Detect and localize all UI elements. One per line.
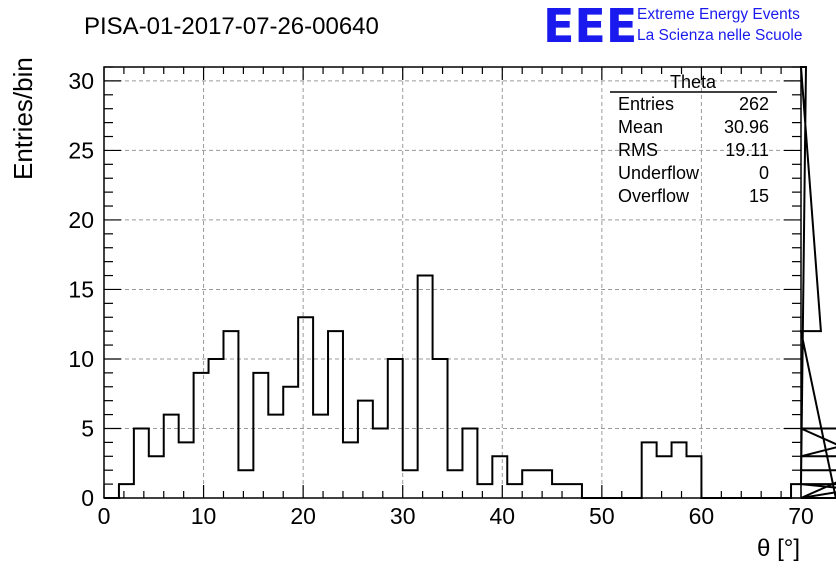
- y-tick-label: 10: [68, 346, 94, 372]
- y-tick-label: 15: [68, 276, 94, 302]
- histogram-bin: [492, 456, 507, 498]
- histogram-bin: [403, 470, 418, 498]
- histogram-bin: [268, 415, 283, 498]
- histogram-bin: [223, 331, 238, 498]
- y-axis-label: Entries/bin: [8, 57, 38, 180]
- histogram-bin: [134, 428, 149, 498]
- histogram-bin: [298, 317, 313, 498]
- x-tick-label: 60: [689, 503, 715, 529]
- histogram-bin: [507, 484, 522, 498]
- eee-logo-text: EEE: [543, 0, 637, 53]
- tick-labels: 0 10 20 30 40 50 60 70 0 5 10 15 20 25 30: [68, 68, 813, 529]
- histogram-bin: [238, 470, 253, 498]
- y-tick-label: 30: [68, 68, 94, 94]
- stats-name: Theta: [670, 72, 717, 92]
- histogram-bin: [672, 442, 687, 498]
- stats-label: Underflow: [618, 163, 700, 183]
- histogram-bin: [164, 415, 179, 498]
- y-tick-label: 0: [81, 485, 94, 511]
- histogram-outline: [104, 66, 836, 499]
- x-tick-label: 0: [98, 503, 111, 529]
- x-tick-label: 70: [788, 503, 814, 529]
- x-tick-label: 10: [191, 503, 217, 529]
- histogram-bin: [567, 484, 582, 498]
- histogram-bin: [537, 470, 552, 498]
- logo-line-1: Extreme Energy Events: [637, 6, 800, 23]
- histogram-bin: [552, 484, 567, 498]
- histogram-bin: [343, 442, 358, 498]
- stats-box: Theta Entries 262 Mean 30.96 RMS 19.11 Underfl…: [610, 72, 777, 206]
- stats-value: 0: [759, 163, 769, 183]
- stats-value: 19.11: [725, 140, 769, 160]
- histogram-bin: [448, 470, 463, 498]
- run-title: PISA-01-2017-07-26-00640: [84, 13, 379, 40]
- histogram-bin: [149, 456, 164, 498]
- histogram-bin: [418, 276, 433, 498]
- y-tick-label: 5: [81, 415, 94, 441]
- x-tick-label: 50: [589, 503, 615, 529]
- stats-value: 15: [749, 186, 769, 206]
- x-axis-label: θ [°]: [757, 535, 800, 562]
- histogram-bin: [522, 470, 537, 498]
- histogram-bin: [328, 331, 343, 498]
- stats-label: Mean: [618, 117, 663, 137]
- plot-frame: [103, 66, 802, 499]
- x-tick-label: 30: [390, 503, 416, 529]
- histogram-bin: [821, 331, 836, 498]
- histogram-bin: [253, 373, 268, 498]
- histogram-bin: [283, 387, 298, 498]
- x-tick-label: 40: [489, 503, 515, 529]
- histogram-bin: [179, 442, 194, 498]
- histogram-bin: [686, 456, 701, 498]
- histogram-bin: [433, 359, 448, 498]
- histogram-bin: [209, 359, 224, 498]
- histogram-bin: [477, 484, 492, 498]
- histogram-bin: [642, 442, 657, 498]
- histogram-bin: [358, 401, 373, 498]
- histogram-bin: [657, 456, 672, 498]
- y-tick-label: 20: [68, 207, 94, 233]
- logo-line-2: La Scienza nelle Scuole: [637, 27, 802, 44]
- stats-label: Overflow: [618, 186, 690, 206]
- histogram-bin: [388, 359, 403, 498]
- histogram-bin: [313, 415, 328, 498]
- histogram-bin: [194, 373, 209, 498]
- stats-value: 30.96: [724, 117, 769, 137]
- x-tick-label: 20: [290, 503, 316, 529]
- histogram-bin: [119, 484, 134, 498]
- histogram-bin: [462, 428, 477, 498]
- stats-label: RMS: [618, 140, 658, 160]
- stats-label: Entries: [618, 94, 674, 114]
- stats-value: 262: [739, 94, 769, 114]
- histogram-bin: [373, 428, 388, 498]
- y-tick-label: 25: [68, 137, 94, 163]
